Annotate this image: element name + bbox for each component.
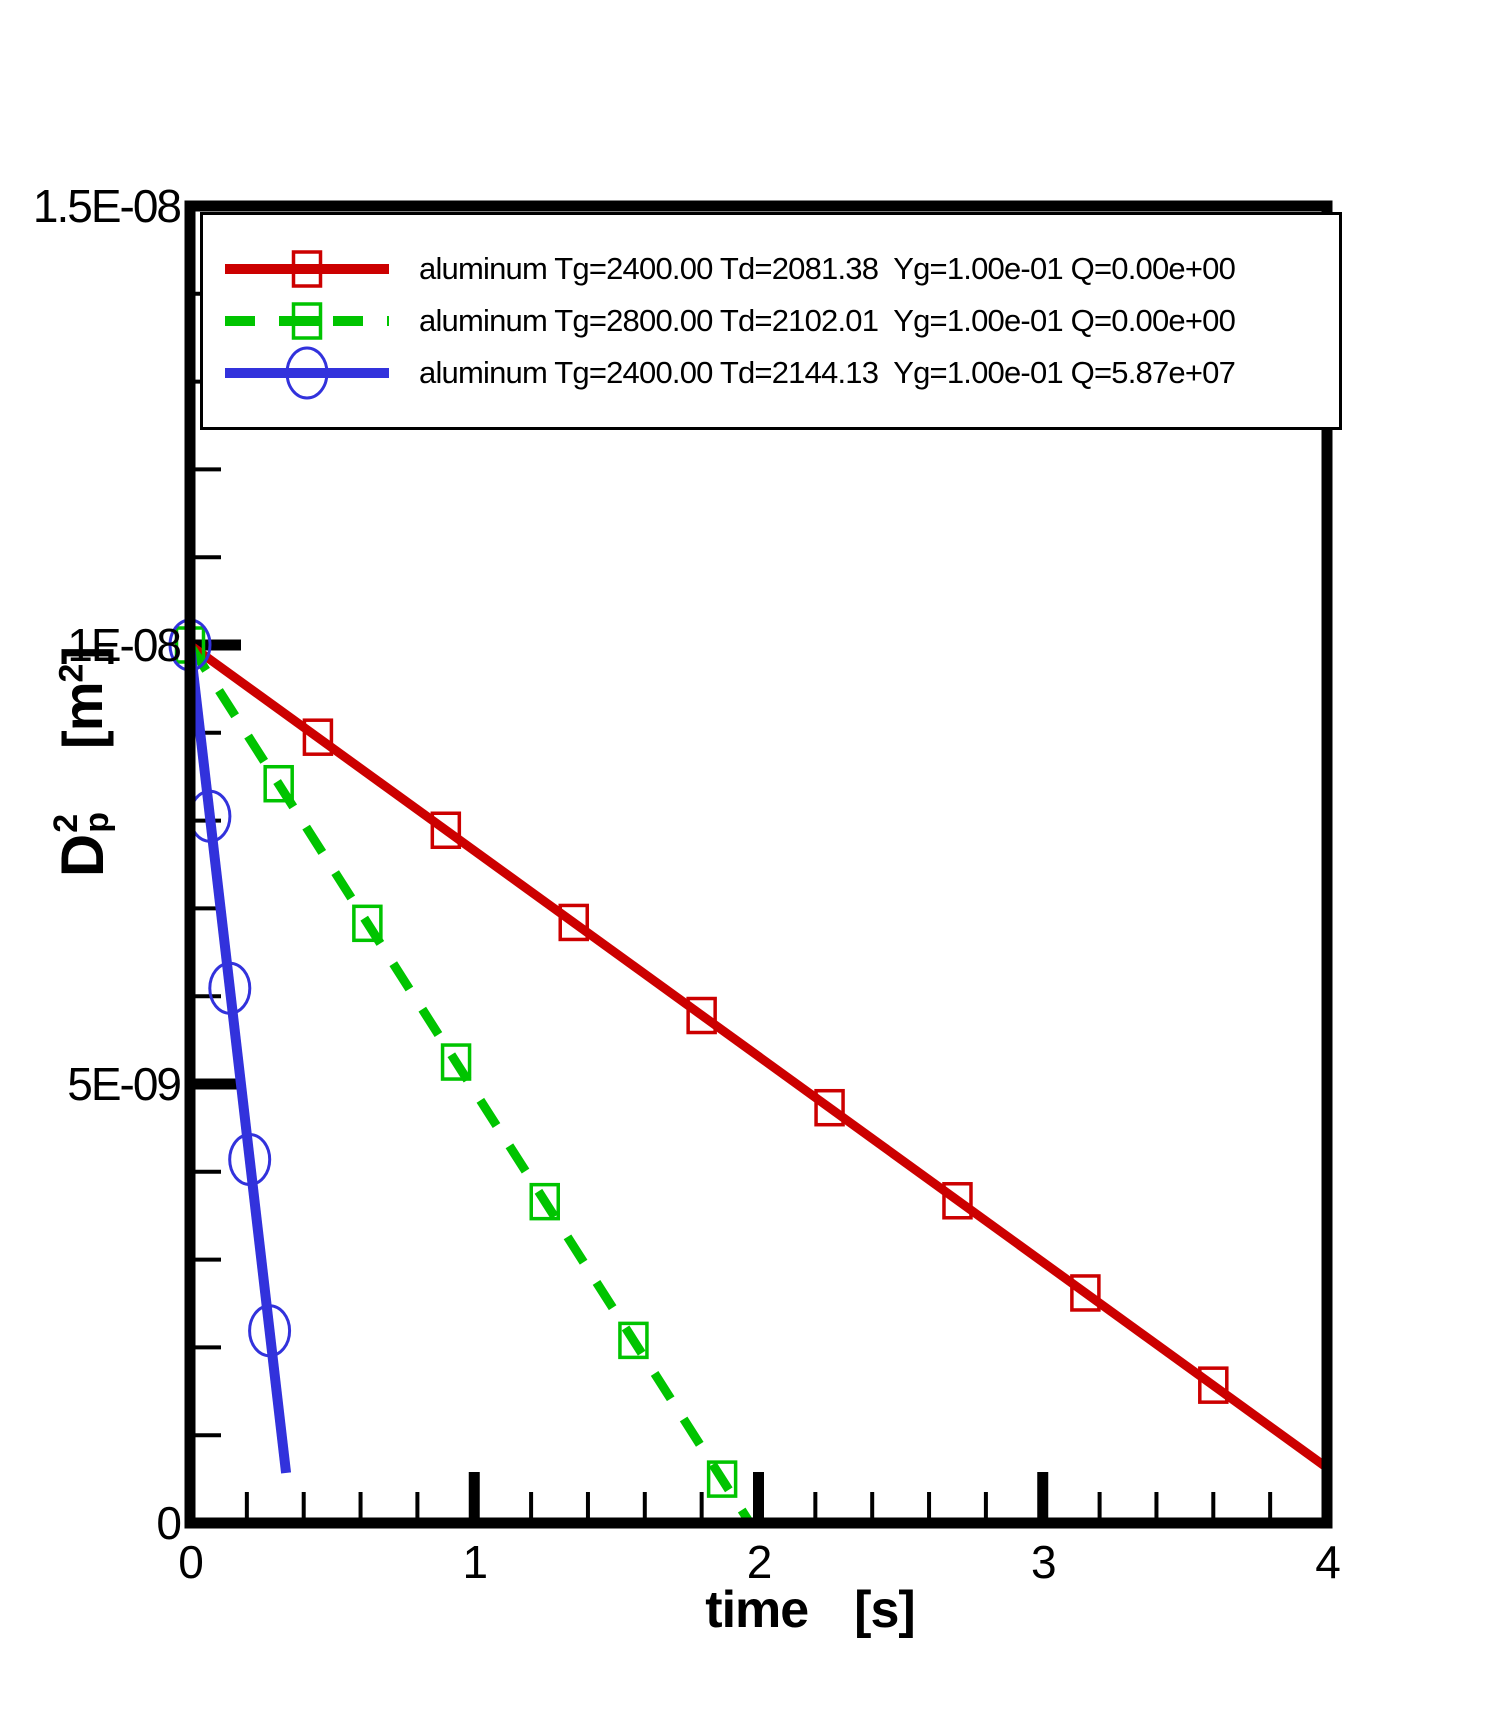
y-tick-label: 1E-08: [67, 619, 182, 671]
legend-swatch-square-icon: [225, 302, 389, 340]
series-line-0: [187, 641, 1330, 1472]
y-tick-label: 1.5E-08: [32, 180, 182, 232]
plot-frame: [184, 200, 1333, 1529]
axis-ticks: [195, 291, 1273, 1518]
x-axis-title-word: time: [705, 1581, 809, 1639]
series-marker-square: [814, 1088, 845, 1127]
legend-marker-circle: [285, 346, 329, 400]
series-marker-square: [302, 718, 334, 756]
series-marker-square: [618, 1321, 649, 1360]
legend-entry-2: aluminum Tg=2400.00 Td=2144.13 Yg=1.00e-…: [219, 346, 1339, 400]
y-tick-label: 5E-09: [67, 1058, 182, 1110]
series-marker-circle: [228, 1133, 272, 1187]
legend-box: aluminum Tg=2400.00 Td=2081.38 Yg=1.00e-…: [200, 212, 1342, 430]
y-axis-subscript: p: [78, 812, 116, 833]
legend-entry-0: aluminum Tg=2400.00 Td=2081.38 Yg=1.00e-…: [219, 243, 1339, 295]
x-tick-label: 4: [1315, 1536, 1341, 1588]
series-marker-circle: [208, 961, 252, 1015]
legend-entry-1: aluminum Tg=2800.00 Td=2102.01 Yg=1.00e-…: [219, 295, 1339, 347]
x-tick-label: 0: [178, 1536, 204, 1588]
series-line-1: [186, 642, 754, 1526]
x-tick-label: 1: [462, 1536, 488, 1588]
series-marker-square: [529, 1182, 560, 1221]
x-tick-label: 2: [746, 1536, 773, 1588]
series-marker-square: [1070, 1274, 1101, 1312]
series-0: [187, 641, 1330, 1472]
x-axis-title-unit: [s]: [854, 1581, 916, 1639]
x-axis-title: time [s]: [590, 1580, 1030, 1650]
series-1: [174, 626, 754, 1526]
series-marker-square: [686, 996, 717, 1035]
series-marker-square: [440, 1043, 472, 1081]
legend-label: aluminum Tg=2400.00 Td=2081.38 Yg=1.00e-…: [419, 251, 1236, 286]
series-marker-circle: [248, 1304, 292, 1358]
legend-swatch-square-icon: [225, 250, 389, 288]
series-marker-square: [942, 1182, 973, 1220]
series-2: [168, 618, 292, 1474]
legend-label: aluminum Tg=2800.00 Td=2102.01 Yg=1.00e-…: [419, 303, 1236, 338]
series-marker-square: [430, 811, 462, 850]
y-axis-symbol: D: [48, 834, 116, 878]
legend-label: aluminum Tg=2400.00 Td=2144.13 Yg=1.00e-…: [419, 355, 1236, 390]
y-tick-label: 0: [156, 1497, 182, 1549]
series-marker-square: [1198, 1366, 1229, 1404]
series-marker-square: [263, 764, 294, 803]
series-marker-square: [352, 904, 383, 943]
series-line-2: [185, 644, 292, 1474]
series-marker-square: [706, 1460, 738, 1498]
series-marker-square: [558, 903, 589, 942]
y-axis-title: D 2 p [m2]: [26, 482, 138, 1042]
legend-swatch-circle-icon: [225, 346, 389, 400]
x-tick-label: 3: [1030, 1536, 1057, 1588]
